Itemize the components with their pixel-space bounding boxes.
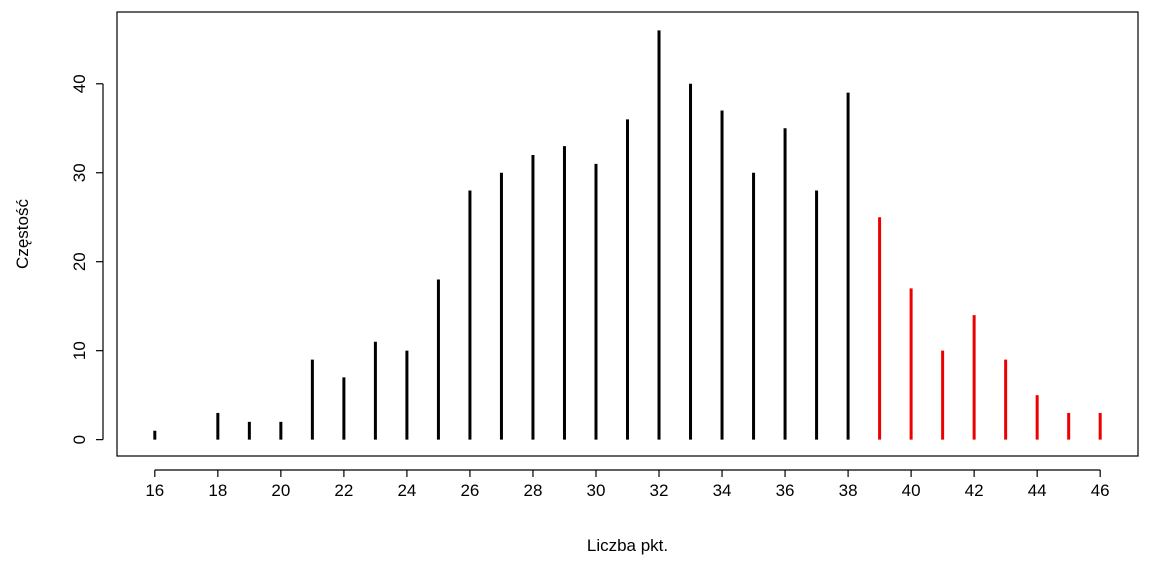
- y-tick-label-30: 30: [70, 163, 89, 182]
- x-tick-label-18: 18: [208, 481, 227, 500]
- x-tick-label-24: 24: [397, 481, 416, 500]
- x-tick-label-28: 28: [524, 481, 543, 500]
- x-axis-label: Liczba pkt.: [587, 536, 668, 555]
- y-tick-label-10: 10: [70, 341, 89, 360]
- x-axis: 16 18 20 22 24 26 28 30 32 34 36 38 40 42 44 46: [145, 469, 1110, 500]
- x-tick-label-16: 16: [145, 481, 164, 500]
- bars-group: [153, 30, 1102, 440]
- x-tick-label-46: 46: [1091, 481, 1110, 500]
- x-tick-label-30: 30: [587, 481, 606, 500]
- x-tick-label-26: 26: [460, 481, 479, 500]
- x-tick-label-42: 42: [965, 481, 984, 500]
- plot-area: [116, 11, 1139, 457]
- x-tick-label-40: 40: [902, 481, 921, 500]
- x-tick-label-44: 44: [1028, 481, 1047, 500]
- x-tick-label-22: 22: [334, 481, 353, 500]
- x-tick-label-32: 32: [650, 481, 669, 500]
- x-tick-label-34: 34: [713, 481, 732, 500]
- y-axis-label: Częstość: [13, 199, 32, 269]
- y-tick-label-40: 40: [70, 74, 89, 93]
- y-axis: 0 10 20 30 40: [70, 74, 104, 444]
- x-tick-label-38: 38: [839, 481, 858, 500]
- x-tick-label-20: 20: [271, 481, 290, 500]
- y-tick-label-20: 20: [70, 252, 89, 271]
- y-tick-label-0: 0: [70, 435, 89, 444]
- x-tick-label-36: 36: [776, 481, 795, 500]
